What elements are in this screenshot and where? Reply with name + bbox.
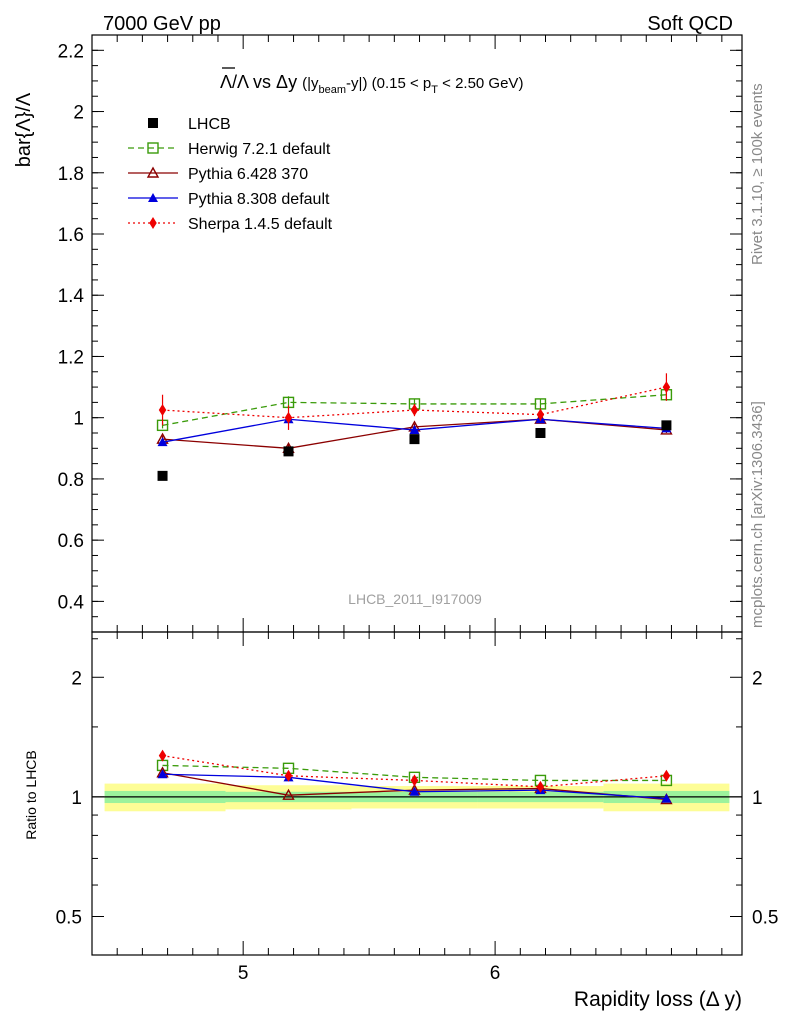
legend-marker — [147, 142, 159, 154]
ratio-y-tick-label: 0.5 — [56, 907, 82, 928]
legend-entry-lhcb: LHCB — [148, 116, 231, 133]
series-marker — [409, 424, 420, 434]
watermark: LHCB_2011_I917009 — [348, 591, 482, 607]
ratio-plot: 5 6 0.5 0.5 1 1 2 2 — [56, 631, 778, 984]
legend-label: Herwig 7.2.1 default — [188, 141, 331, 158]
title-part-4: -y|) (0.15 < p — [346, 75, 431, 92]
chart-title: Λ/Λ vs Δy (|ybeam-y|) (0.15 < pT < 2.50 … — [220, 72, 523, 96]
legend-label: LHCB — [188, 116, 231, 133]
legend-entry-herwig-7-2-1-default: Herwig 7.2.1 default — [128, 141, 331, 158]
title-sub-beam: beam — [319, 84, 347, 96]
title-part-2: (|y — [302, 75, 319, 92]
ratio-series-sherpa-1-4-5-default — [158, 749, 671, 793]
ratio-series-marker — [282, 788, 295, 800]
ratio-series-marker — [661, 793, 672, 803]
legend-entry-sherpa-1-4-5-default: Sherpa 1.4.5 default — [128, 216, 333, 233]
series-lhcb — [157, 420, 672, 481]
header-category-label: Soft QCD — [647, 13, 733, 35]
legend-marker — [146, 166, 160, 178]
series-marker — [536, 408, 545, 421]
y-tick-label: 2.2 — [58, 41, 84, 62]
title-main: Λ/Λ vs Δy — [220, 72, 297, 92]
main-plot: 0.4 0.6 0.8 1 1.2 1.4 1.6 1.8 2 2.2 — [58, 34, 743, 633]
series-marker — [157, 437, 168, 447]
ratio-y-tick-label: 1 — [71, 788, 82, 809]
legend-entry-pythia-8-308-default: Pythia 8.308 default — [128, 191, 330, 208]
y-tick-label: 1.4 — [58, 286, 85, 307]
ratio-series-marker — [158, 749, 167, 762]
y-tick-label: 1.8 — [58, 164, 84, 185]
legend-marker — [148, 193, 158, 202]
legend: LHCB Herwig 7.2.1 default Pythia 6.428 370… — [128, 116, 333, 233]
y-tick-label: 0.6 — [58, 531, 84, 552]
x-tick-label: 6 — [490, 963, 501, 984]
y-tick-label: 1.2 — [58, 347, 84, 368]
data-marker — [283, 446, 294, 457]
legend-marker — [148, 118, 158, 128]
legend-label: Pythia 6.428 370 — [188, 166, 308, 183]
x-axis-label: Rapidity loss (Δ y) — [574, 988, 742, 1011]
legend-entry-pythia-6-428-370: Pythia 6.428 370 — [128, 166, 308, 183]
legend-marker — [149, 217, 157, 229]
series-marker — [662, 381, 671, 394]
ratio-series-pythia-8-308-default — [157, 769, 672, 803]
ratio-series-line — [162, 754, 667, 788]
title-part-6: < 2.50 GeV) — [438, 75, 523, 92]
series-sherpa-1-4-5-default — [158, 373, 671, 430]
ratio-y-tick-label-right: 0.5 — [752, 907, 778, 928]
series-marker — [158, 404, 167, 417]
data-marker — [409, 434, 420, 445]
mcplots-label: mcplots.cern.ch [arXiv:1306.3436] — [749, 401, 766, 628]
ratio-series-marker — [536, 780, 545, 793]
ratio-series-marker — [284, 769, 293, 782]
data-marker — [157, 470, 168, 481]
data-marker — [535, 428, 546, 438]
y-tick-label: 1 — [73, 409, 84, 430]
data-marker — [661, 420, 672, 431]
ratio-y-tick-label-right: 2 — [752, 668, 763, 689]
ratio-y-tick-label: 2 — [71, 668, 82, 689]
series-marker — [284, 411, 293, 424]
ratio-series-marker — [410, 774, 419, 787]
x-tick-label: 5 — [238, 963, 249, 984]
ratio-y-axis-label: Ratio to LHCB — [23, 750, 39, 839]
title-sub-t: T — [431, 84, 438, 96]
ratio-series-marker — [157, 769, 168, 779]
y-tick-label: 0.4 — [58, 592, 85, 613]
y-tick-label: 1.6 — [58, 225, 84, 246]
series-line — [162, 386, 667, 419]
legend-label: Pythia 8.308 default — [188, 191, 330, 208]
y-tick-label: 0.8 — [58, 470, 84, 491]
series-marker — [410, 404, 419, 417]
ratio-frame — [91, 631, 743, 956]
y-tick-label: 2 — [73, 103, 84, 124]
header-energy-label: 7000 GeV pp — [103, 13, 221, 35]
ratio-y-tick-label-right: 1 — [752, 788, 763, 809]
rivet-label: Rivet 3.1.10, ≥ 100k events — [749, 83, 766, 265]
ratio-series-marker — [409, 786, 420, 796]
y-axis-label: bar{Λ}/Λ — [13, 92, 35, 167]
ratio-series-marker — [662, 769, 671, 782]
legend-label: Sherpa 1.4.5 default — [188, 216, 333, 233]
